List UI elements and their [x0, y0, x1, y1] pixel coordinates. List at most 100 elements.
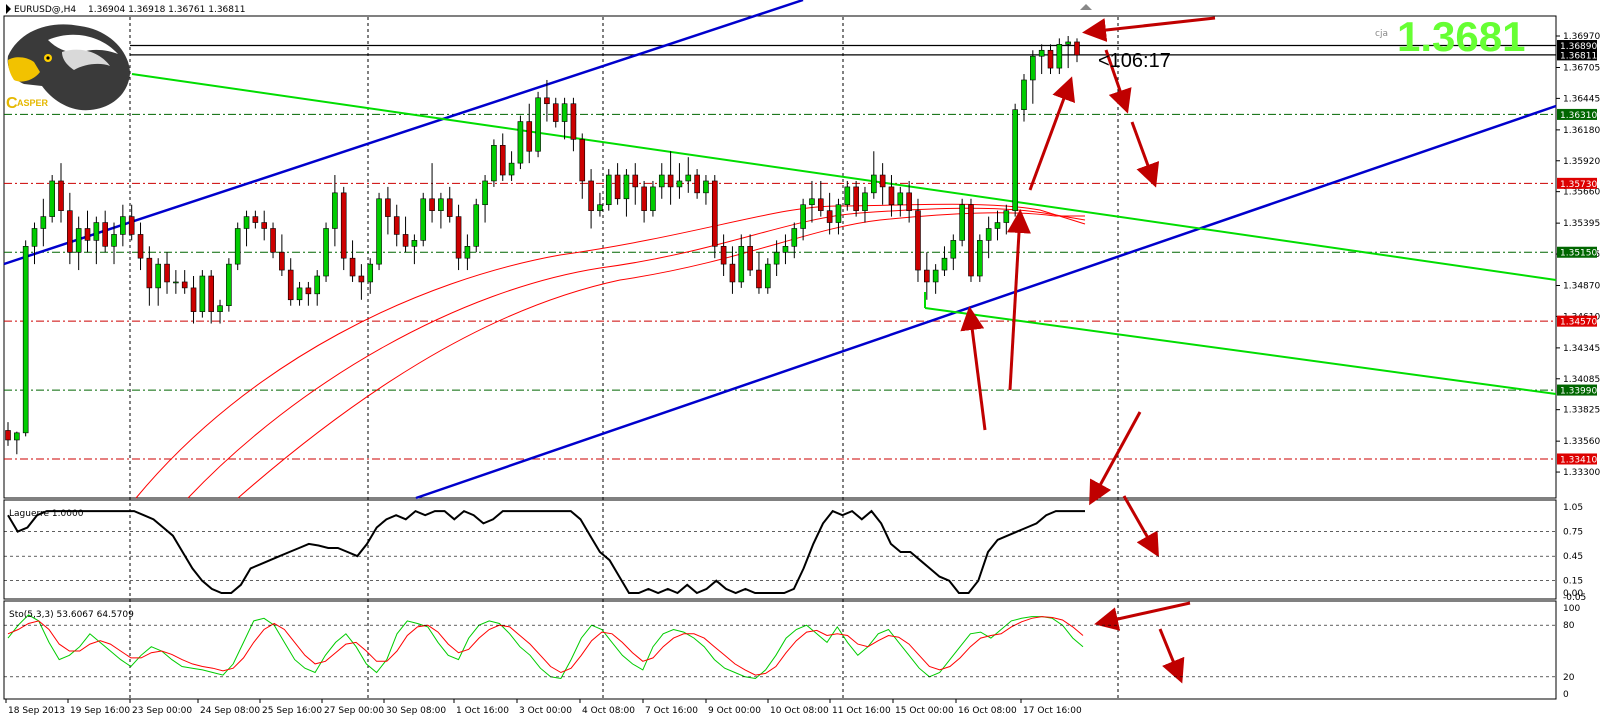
candle-body-61 [544, 97, 550, 105]
candle-body-35 [314, 275, 321, 295]
arrow-up-to-high [1028, 76, 1076, 191]
level-badge-bg-5 [1557, 315, 1597, 327]
laguerre-tick-label-0: 1.05 [1563, 503, 1583, 513]
candle-body-20 [181, 281, 188, 289]
time-label-2: 23 Sep 00:00 [132, 706, 192, 716]
candle-body-5 [49, 180, 55, 217]
upper-green-trendline [131, 73, 1557, 281]
candle-body-87 [773, 251, 780, 265]
candle-body-26 [234, 228, 241, 265]
candle-body-51 [455, 216, 462, 259]
candle-body-18 [164, 263, 170, 283]
candle-body-88 [782, 246, 789, 253]
candle-body-66 [588, 180, 594, 211]
price-tick-label-1: 1.36705 [1563, 63, 1600, 73]
candle-body-96 [853, 186, 859, 211]
symbol-title: EURUSD@,H4 [14, 5, 76, 15]
candle-body-29 [261, 222, 268, 229]
candle-body-113 [1003, 210, 1010, 223]
time-label-11: 9 Oct 00:00 [708, 706, 761, 716]
candle-body-64 [570, 103, 577, 140]
time-label-5: 27 Sep 00:00 [324, 706, 384, 716]
candle-body-22 [199, 275, 206, 312]
candle-body-72 [641, 186, 647, 211]
candle-body-13 [120, 216, 126, 235]
price-tick-label-13: 1.33560 [1563, 437, 1600, 447]
candle-body-100 [888, 186, 895, 206]
candle-body-114 [1012, 109, 1018, 211]
candle-body-107 [950, 240, 957, 259]
candle-body-4 [40, 216, 47, 229]
candle-body-79 [703, 180, 709, 194]
candle-body-49 [438, 198, 444, 211]
level-badge-text-3: 1.35730 [1560, 180, 1597, 190]
candle-body-47 [420, 198, 427, 241]
level-badge-bg-0 [1557, 40, 1597, 52]
candle-body-116 [1030, 55, 1036, 81]
arrow-stoch-down [1158, 628, 1185, 684]
stoch-tick-label-1: 80 [1563, 621, 1575, 631]
candle-body-14 [128, 216, 135, 235]
level-badge-text-0: 1.36890 [1560, 42, 1597, 52]
candle-body-93 [826, 210, 833, 223]
lower-channel-line [415, 104, 1557, 500]
price-tick-label-5: 1.35660 [1563, 188, 1600, 198]
time-axis: 18 Sep 2013 19 Sep 16:00 23 Sep 00:00 24 Se… [5, 699, 1082, 716]
annotation-arrows [960, 16, 1216, 684]
time-label-0: 18 Sep 2013 [8, 706, 65, 716]
candle-body-23 [208, 275, 214, 312]
candle-body-94 [835, 204, 842, 223]
stoch-tick-label-2: 20 [1563, 673, 1575, 683]
candle-body-46 [411, 240, 418, 247]
candle-body-118 [1047, 49, 1054, 69]
price-pane-frame [3, 15, 1557, 499]
stochastic-signal-line [7, 616, 1084, 676]
stochastic-pane-frame [3, 600, 1557, 700]
level-badge-bg-7 [1557, 453, 1597, 465]
price-tick-label-0: 1.36970 [1563, 32, 1600, 42]
candle-body-30 [270, 228, 276, 253]
candle-body-98 [871, 174, 877, 194]
candle-body-45 [402, 234, 409, 247]
candle-body-105 [932, 269, 939, 283]
candle-body-1 [14, 432, 20, 441]
candle-body-110 [977, 240, 983, 277]
time-label-10: 7 Oct 16:00 [645, 706, 698, 716]
candle-body-99 [879, 174, 886, 188]
arrow-up-low [960, 306, 987, 431]
time-label-15: 16 Oct 08:00 [958, 706, 1017, 716]
arrow-down-1 [1104, 49, 1132, 114]
candle-body-7 [67, 210, 73, 253]
laguerre-line [7, 509, 1085, 595]
candle-body-84 [747, 246, 753, 271]
candle-body-108 [959, 204, 965, 241]
candle-body-117 [1038, 49, 1045, 57]
arrow-top-price [1082, 16, 1216, 42]
candle-body-82 [729, 263, 736, 283]
candle-body-10 [93, 222, 100, 241]
candle-body-11 [102, 222, 108, 247]
candle-body-59 [526, 121, 533, 152]
time-label-9: 4 Oct 08:00 [582, 706, 635, 716]
price-tick-label-3: 1.36180 [1563, 126, 1600, 136]
candle-body-77 [685, 174, 692, 182]
candle-body-31 [279, 251, 285, 271]
candle-body-15 [137, 234, 144, 259]
candle-body-67 [597, 204, 603, 211]
bar-countdown: <106:17 [1098, 50, 1171, 72]
candle-body-74 [658, 174, 665, 188]
laguerre-tick-label-2: 0.45 [1563, 552, 1583, 562]
candle-body-33 [296, 287, 303, 301]
candle-body-119 [1056, 44, 1063, 69]
laguerre-tick-label-4: 0.00 [1563, 589, 1583, 599]
time-label-3: 24 Sep 08:00 [200, 706, 260, 716]
candle-body-69 [614, 174, 621, 200]
price-tick-label-8: 1.34870 [1563, 282, 1600, 292]
candle-body-101 [897, 192, 904, 206]
candle-body-111 [985, 228, 992, 241]
collapse-triangle-icon[interactable] [6, 4, 11, 14]
candle-body-121 [1074, 41, 1080, 56]
laguerre-tick-label-1: 0.75 [1563, 528, 1583, 538]
